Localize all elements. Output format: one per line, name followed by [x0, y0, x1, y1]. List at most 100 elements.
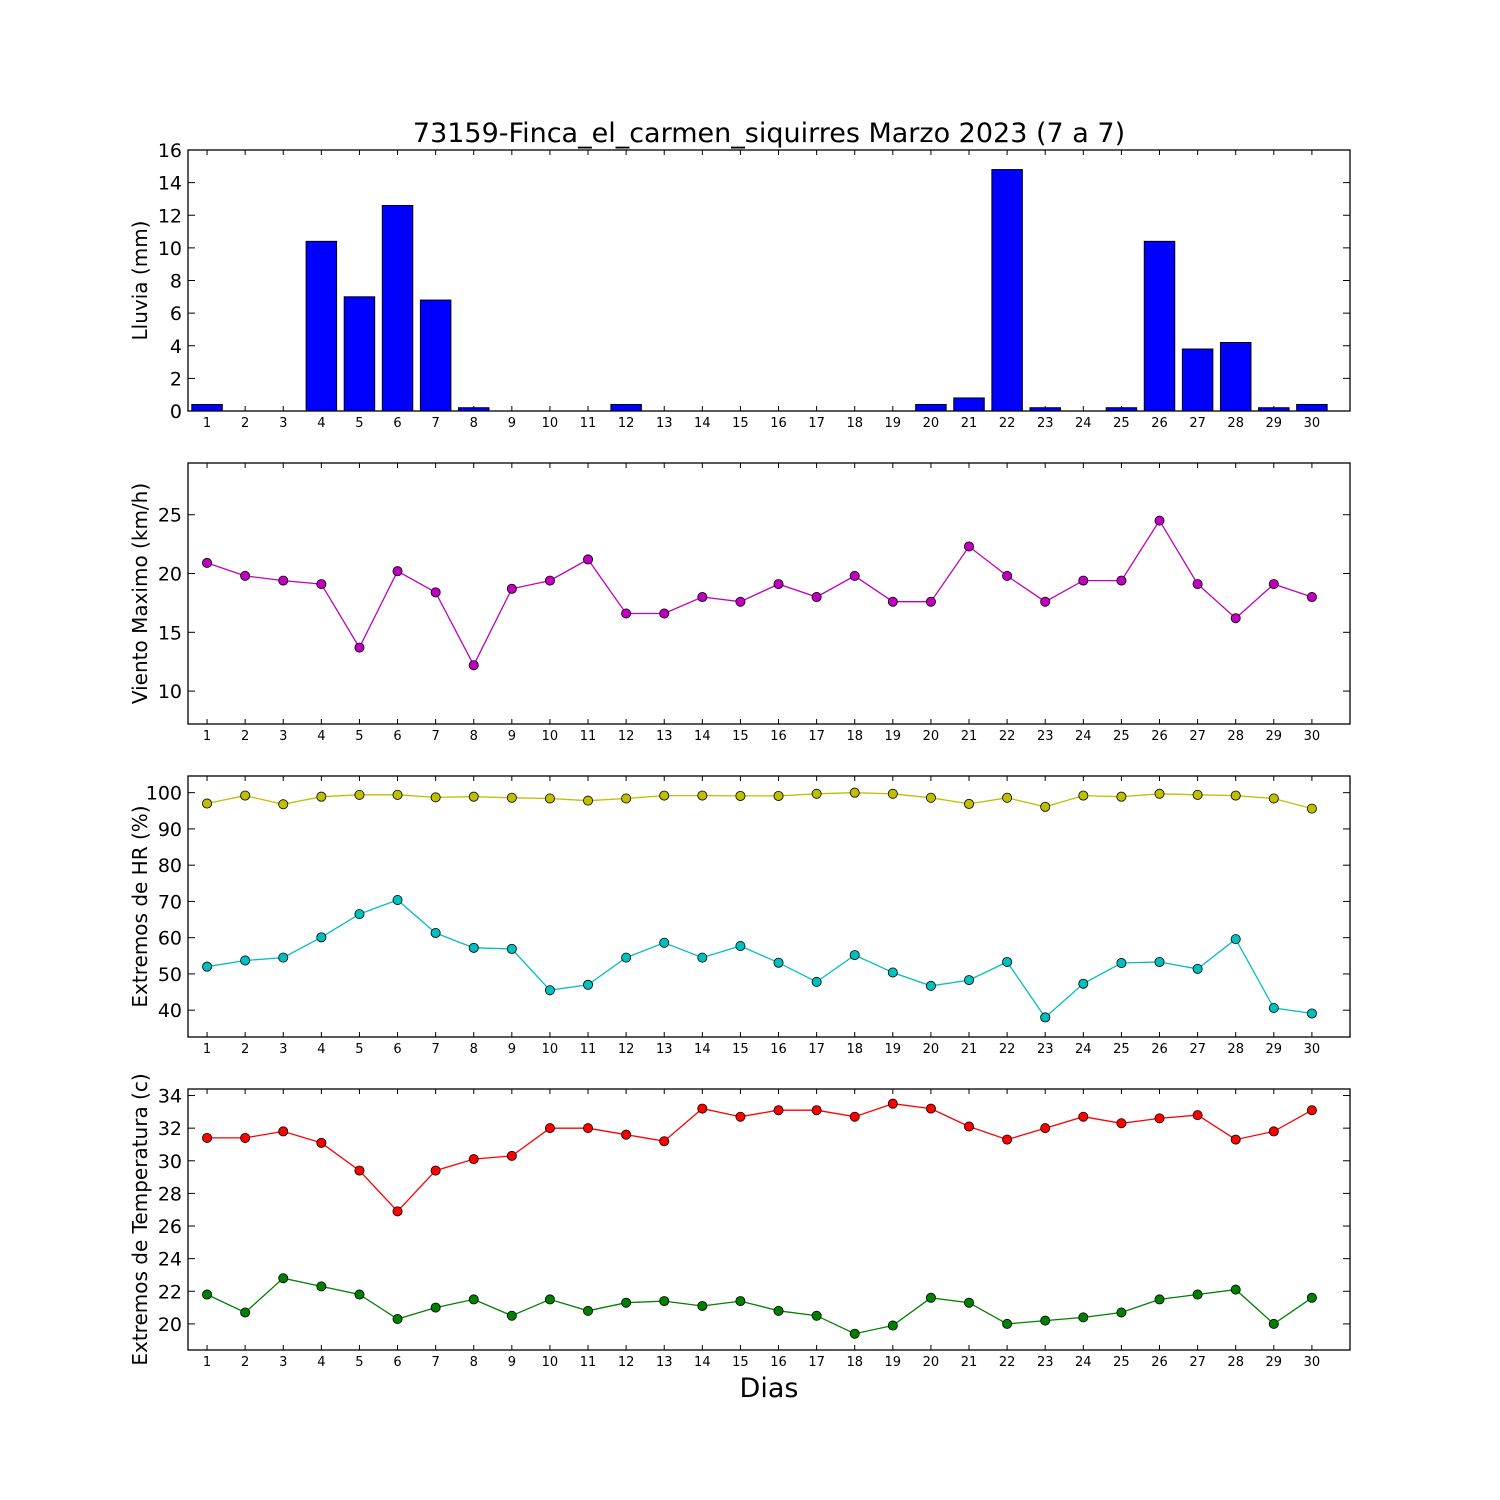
data-point — [316, 579, 327, 590]
x-tick-label: 17 — [808, 416, 825, 431]
data-point — [697, 790, 708, 801]
x-tick-label: 21 — [961, 1042, 978, 1057]
data-point — [1268, 1318, 1279, 1329]
data-point — [1040, 1315, 1051, 1326]
data-point — [1306, 1105, 1317, 1116]
data-point — [964, 798, 975, 809]
data-point — [1002, 792, 1013, 803]
data-point — [544, 1294, 555, 1305]
x-tick-label: 28 — [1227, 729, 1244, 744]
data-point — [1268, 793, 1279, 804]
data-point — [430, 1302, 441, 1313]
data-point — [621, 1129, 632, 1140]
x-tick-label: 23 — [1037, 416, 1054, 431]
data-point — [1078, 1111, 1089, 1122]
x-tick-label: 21 — [961, 729, 978, 744]
data-point — [849, 1328, 860, 1339]
x-tick-label: 14 — [694, 416, 711, 431]
data-point — [1192, 1110, 1203, 1121]
data-point — [1154, 956, 1165, 967]
x-tick-label: 30 — [1304, 1355, 1321, 1370]
x-tick-label: 12 — [618, 729, 635, 744]
data-point — [735, 596, 746, 607]
bar — [305, 240, 338, 412]
data-point — [1230, 934, 1241, 945]
x-tick-label: 25 — [1113, 416, 1130, 431]
y-tick-label: 26 — [158, 1216, 182, 1238]
data-point — [925, 596, 936, 607]
data-point — [583, 1123, 594, 1134]
data-point — [1154, 1294, 1165, 1305]
x-tick-label: 23 — [1037, 729, 1054, 744]
data-point — [811, 1310, 822, 1321]
data-point — [811, 592, 822, 603]
x-tick-label: 5 — [355, 416, 363, 431]
data-point — [1306, 1008, 1317, 1019]
bar — [991, 169, 1023, 412]
data-point — [544, 1123, 555, 1134]
data-point — [202, 798, 213, 809]
data-point — [1116, 575, 1127, 586]
data-point — [316, 1137, 327, 1148]
figure-title: 73159-Finca_el_carmen_siquirres Marzo 20… — [413, 118, 1125, 149]
data-point — [202, 961, 213, 972]
x-tick-label: 21 — [961, 416, 978, 431]
data-point — [1154, 515, 1165, 526]
data-point — [316, 1281, 327, 1292]
y-tick-label: 25 — [158, 505, 182, 527]
bar — [1143, 240, 1176, 412]
x-tick-label: 15 — [732, 1042, 749, 1057]
x-tick-label: 12 — [618, 1355, 635, 1370]
x-tick-label: 7 — [431, 1355, 439, 1370]
data-point — [583, 795, 594, 806]
x-tick-label: 5 — [355, 729, 363, 744]
data-point — [1192, 579, 1203, 590]
x-tick-label: 6 — [393, 1042, 401, 1057]
x-tick-label: 7 — [431, 729, 439, 744]
bar — [1105, 407, 1138, 412]
data-point — [849, 1111, 860, 1122]
x-tick-label: 6 — [393, 729, 401, 744]
panel-3: 1 2 3 4 5 6 7 8 9 10 11 12 13 14 15 16 17 18 19 20 21 22 23 24 2… — [128, 775, 1351, 1057]
bar — [1258, 407, 1290, 412]
x-tick-label: 17 — [808, 1042, 825, 1057]
data-point — [697, 952, 708, 963]
y-tick-label: 12 — [158, 205, 182, 227]
data-point — [430, 927, 441, 938]
data-point — [697, 1103, 708, 1114]
y-tick-label: 15 — [158, 622, 182, 644]
data-point — [1002, 1318, 1013, 1329]
y-tick-label: 10 — [158, 681, 182, 703]
x-tick-label: 13 — [656, 1355, 673, 1370]
data-point — [278, 1126, 289, 1137]
y-tick-label: 4 — [170, 336, 182, 358]
y-tick-label: 24 — [158, 1249, 182, 1271]
data-point — [621, 1297, 632, 1308]
data-point — [697, 592, 708, 603]
data-point — [925, 1292, 936, 1303]
data-point — [1154, 1113, 1165, 1124]
data-point — [544, 575, 555, 586]
bar — [191, 403, 223, 412]
data-point — [544, 793, 555, 804]
bar — [343, 296, 376, 412]
data-point — [278, 1273, 289, 1284]
x-tick-label: 1 — [203, 1355, 211, 1370]
data-point — [925, 792, 936, 803]
data-point — [773, 1305, 784, 1316]
data-point — [811, 976, 822, 987]
x-tick-label: 11 — [580, 416, 597, 431]
x-tick-label: 22 — [999, 416, 1016, 431]
x-tick-label: 6 — [393, 1355, 401, 1370]
y-axis-label: Extremos de Temperatura (c) — [128, 1073, 152, 1365]
data-point — [240, 955, 251, 966]
data-point — [583, 979, 594, 990]
y-tick-label: 40 — [158, 1000, 182, 1022]
data-point — [240, 1132, 251, 1143]
series-line — [207, 1103, 1313, 1213]
axes-frame — [187, 462, 1351, 725]
data-point — [430, 1165, 441, 1176]
data-point — [1306, 592, 1317, 603]
x-tick-label: 20 — [923, 416, 940, 431]
data-point — [964, 541, 975, 552]
